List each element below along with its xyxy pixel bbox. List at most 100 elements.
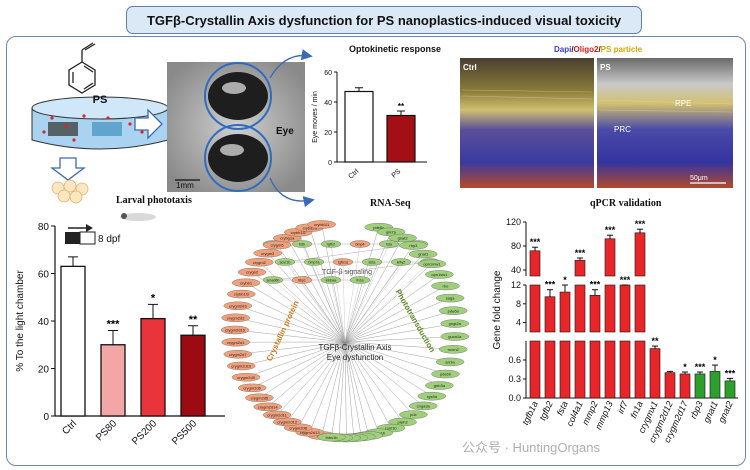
network-edge	[330, 279, 346, 343]
network-node	[440, 319, 470, 328]
network-edge	[344, 336, 455, 343]
network-node	[231, 373, 261, 382]
qpcr-ylabel: Gene fold change	[492, 270, 503, 349]
network-edge	[344, 261, 402, 343]
network-node	[227, 289, 256, 299]
network-node-label: cnga3a	[417, 404, 431, 409]
network-node	[440, 332, 470, 341]
network-node	[221, 313, 250, 323]
network-node	[409, 249, 438, 259]
qpcr-sig: ***	[575, 248, 586, 258]
network-node	[262, 276, 284, 284]
arrow-to-rnaseq	[269, 177, 315, 208]
network-edge	[344, 341, 403, 423]
qpcr-sig: ***	[725, 368, 736, 378]
network-node-label: crygm2d15	[225, 328, 246, 333]
network-node	[332, 258, 354, 266]
network-edge	[313, 261, 346, 343]
qpcr-sig: ***	[530, 237, 541, 247]
qpcr-gene-label: irf7	[615, 399, 630, 415]
network-node	[221, 337, 250, 347]
network-node	[399, 410, 428, 419]
network-edge	[237, 341, 346, 355]
network-node-label: guca1a	[448, 334, 462, 339]
network-edge	[267, 253, 346, 343]
network-node-label: crygm2d10	[231, 364, 252, 369]
network-node	[262, 410, 292, 420]
network-node-label: crygm2	[253, 260, 267, 265]
rpe-label: RPE	[675, 99, 691, 108]
qpcr-sig: ***	[695, 362, 706, 372]
photo-category-label: PS500	[170, 418, 199, 447]
network-edge	[276, 341, 346, 416]
network-node-label: ltbp1	[298, 279, 306, 283]
qpcr-bar	[529, 250, 541, 277]
network-edge	[252, 271, 346, 343]
network-node	[439, 306, 468, 315]
network-edge	[241, 293, 346, 343]
network-edge	[344, 323, 455, 343]
network-node	[417, 391, 447, 401]
qpcr-tick-label: 40	[511, 265, 521, 275]
photo-tick-label: 0	[43, 412, 49, 423]
network-edge	[284, 261, 346, 343]
eye-label: Eye	[276, 126, 294, 137]
network-edge	[252, 341, 346, 389]
network-node-label: inhbaa	[326, 279, 337, 283]
network-edge	[309, 227, 346, 343]
network-edge	[344, 341, 362, 437]
histo-legend: Dapi/Oligo2/PS particle	[554, 45, 643, 54]
qpcr-tick-label: 12	[511, 280, 521, 290]
okr-tick-label: 20	[324, 130, 332, 137]
qpcr-sig: ***	[590, 280, 601, 290]
network-node-label: tgfb2	[327, 243, 335, 247]
network-node	[320, 240, 342, 248]
network-node-label: crygm2d7	[229, 352, 247, 357]
network-edge	[234, 329, 346, 343]
network-node-label: crygn2	[246, 270, 259, 275]
dark-chamber-icon	[65, 232, 80, 244]
network-edge	[344, 341, 451, 363]
network-node	[425, 270, 454, 279]
network-node-label: saga	[446, 296, 455, 301]
network-node-label: rom1b	[385, 426, 397, 431]
photo-tick-label: 40	[38, 317, 50, 328]
qpcr-gene-label: tgfb1a	[520, 400, 540, 427]
network-node-label: crygm2d1	[227, 340, 245, 345]
network-node	[274, 258, 296, 266]
figure-title-text: TGFβ-Crystallin Axis dysfunction for PS …	[146, 12, 622, 28]
network-edge	[245, 341, 346, 378]
qpcr-tick-label: 120	[506, 217, 521, 227]
network-node-label: crybb1l1	[314, 222, 330, 227]
qpcr-tick-label: 4	[516, 318, 521, 328]
direction-arrow-head	[86, 224, 93, 232]
network-node-label: gnat1	[418, 252, 429, 257]
network-node-label: lefty2	[397, 261, 406, 265]
network-edge	[344, 341, 424, 407]
phototaxis-chart: 0 20 40 60 80 % To the light chamber 8 dpf Ctrl…	[15, 222, 225, 447]
petri-dish-icon: PS	[31, 94, 169, 150]
prc-label: PRC	[614, 125, 631, 134]
network-node-label: acvr1b	[280, 261, 291, 265]
network-edge	[344, 310, 454, 343]
tgf-label: TGF-β signaling	[322, 269, 372, 276]
bubbles-icon	[51, 179, 89, 204]
network-node	[253, 402, 282, 412]
network-edge	[344, 285, 446, 343]
photo-label: Phototransduction	[393, 288, 436, 354]
network-edge	[267, 341, 346, 407]
network-edge	[344, 341, 414, 415]
network-node-label: crybb1l3	[234, 292, 250, 297]
network-node	[435, 357, 465, 367]
larva-side-icon	[120, 213, 156, 221]
qpcr-sig: *	[713, 355, 717, 365]
network-node	[262, 240, 292, 250]
network-node-label: rcvrn2	[448, 347, 460, 352]
histo-ctrl-label: Ctrl	[463, 63, 477, 72]
network-node-label: rbp3	[409, 243, 418, 248]
qpcr-sig: *	[683, 362, 687, 372]
network-node-label: crygm2d14	[258, 404, 279, 409]
network-edge	[297, 232, 346, 343]
qpcr-bar	[694, 373, 706, 399]
network-edge	[344, 237, 403, 343]
